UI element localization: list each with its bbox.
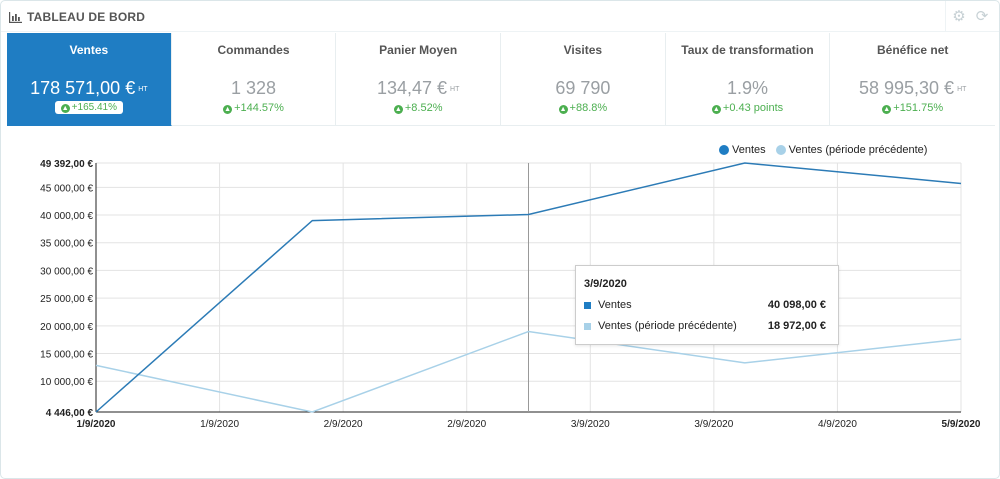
header-divider xyxy=(945,1,946,32)
panel-title-text: TABLEAU DE BORD xyxy=(27,10,146,24)
y-tick-label: 4 446,00 € xyxy=(46,408,94,419)
y-tick-label: 45 000,00 € xyxy=(40,183,93,194)
legend-item-ventes[interactable]: Ventes xyxy=(719,144,766,156)
arrow-up-icon: ▲ xyxy=(393,105,403,114)
y-tick-label: 40 000,00 € xyxy=(40,211,93,222)
kpi-label: Panier Moyen xyxy=(379,43,458,57)
chart-legend: Ventes Ventes (période précédente) xyxy=(719,144,927,156)
arrow-up-icon: ▲ xyxy=(558,105,568,114)
y-tick-label: 25 000,00 € xyxy=(40,294,93,305)
refresh-button[interactable]: ⟳ xyxy=(971,5,993,27)
tooltip-title: 3/9/2020 xyxy=(584,278,627,290)
x-tick-label: 5/9/2020 xyxy=(942,419,981,430)
tooltip-row: Ventes 40 098,00 € xyxy=(584,299,826,311)
tooltip-series-name: Ventes xyxy=(598,299,632,311)
kpi-delta: ▲ +88.8% xyxy=(558,102,608,114)
x-tick-label: 3/9/2020 xyxy=(571,419,610,430)
panel-header: TABLEAU DE BORD ⚙ ⟳ xyxy=(1,1,999,32)
kpi-tab-ventes[interactable]: Ventes 178 571,00 € HT ▲ +165.41% xyxy=(7,33,172,126)
gear-icon: ⚙ xyxy=(952,8,966,25)
x-tick-label: 3/9/2020 xyxy=(694,419,733,430)
legend-swatch xyxy=(775,145,786,155)
y-tick-label: 35 000,00 € xyxy=(40,239,93,250)
kpi-value: 58 995,30 € HT xyxy=(858,78,967,98)
kpi-label: Taux de transformation xyxy=(681,43,814,57)
config-button[interactable]: ⚙ xyxy=(948,5,970,27)
x-tick-label: 4/9/2020 xyxy=(818,419,857,430)
kpi-suffix: HT xyxy=(138,85,148,93)
arrow-up-icon: ▲ xyxy=(60,104,70,113)
kpi-tab-benefice-net[interactable]: Bénéfice net 58 995,30 € HT ▲ +151.75% xyxy=(830,33,996,126)
kpi-delta: ▲ +165.41% xyxy=(7,101,171,114)
kpi-label: Ventes xyxy=(69,43,109,57)
kpi-value: 1.9% xyxy=(727,78,769,98)
legend-item-ventes-precedente[interactable]: Ventes (période précédente) xyxy=(775,144,928,156)
kpi-label: Visites xyxy=(563,43,603,57)
y-tick-label: 15 000,00 € xyxy=(40,350,93,361)
tooltip-value: 40 098,00 € xyxy=(767,299,826,311)
tooltip-series-name: Ventes (période précédente) xyxy=(598,320,737,332)
kpi-tab-panier-moyen[interactable]: Panier Moyen 134,47 € HT ▲ +8.52% xyxy=(336,33,502,126)
kpi-suffix: HT xyxy=(957,85,967,93)
arrow-up-icon: ▲ xyxy=(882,105,892,114)
kpi-delta: ▲ +144.57% xyxy=(223,102,284,114)
kpi-value: 69 790 xyxy=(555,78,611,98)
x-tick-label: 1/9/2020 xyxy=(200,419,239,430)
kpi-delta: ▲ +8.52% xyxy=(393,102,443,114)
tooltip-value: 18 972,00 € xyxy=(767,320,826,332)
kpi-tab-commandes[interactable]: Commandes 1 328 ▲ +144.57% xyxy=(171,33,337,126)
y-tick-label: 20 000,00 € xyxy=(40,322,93,333)
kpi-tab-taux-transformation[interactable]: Taux de transformation 1.9% ▲ +0.43 point… xyxy=(665,33,831,126)
kpi-label: Bénéfice net xyxy=(877,43,949,57)
kpi-label: Commandes xyxy=(217,43,290,57)
arrow-up-icon: ▲ xyxy=(223,105,233,114)
legend-label: Ventes (période précédente) xyxy=(788,144,928,156)
chart-tooltip: 3/9/2020 Ventes 40 098,00 € Ventes (péri… xyxy=(575,265,839,345)
tooltip-row: Ventes (période précédente) 18 972,00 € xyxy=(584,320,826,332)
refresh-icon: ⟳ xyxy=(975,8,989,25)
y-tick-label: 49 392,00 € xyxy=(40,159,93,170)
x-tick-label: 2/9/2020 xyxy=(324,419,363,430)
tooltip-swatch xyxy=(584,322,591,330)
panel-title: TABLEAU DE BORD xyxy=(9,10,145,24)
x-tick-label: 2/9/2020 xyxy=(447,419,486,430)
tooltip-swatch xyxy=(584,301,591,309)
kpi-value: 1 328 xyxy=(230,78,277,98)
kpi-suffix: HT xyxy=(450,85,460,93)
arrow-up-icon: ▲ xyxy=(711,105,721,114)
kpi-value: 178 571,00 € HT xyxy=(30,78,148,98)
kpi-row: Ventes 178 571,00 € HT ▲ +165.41% Commande… xyxy=(7,33,996,126)
x-tick-label: 1/9/2020 xyxy=(77,419,116,430)
kpi-value: 134,47 € HT xyxy=(376,78,460,98)
kpi-tab-visites[interactable]: Visites 69 790 ▲ +88.8% xyxy=(501,33,666,126)
legend-label: Ventes xyxy=(732,144,766,156)
bar-chart-icon xyxy=(9,11,22,23)
y-tick-label: 10 000,00 € xyxy=(40,377,93,388)
kpi-delta: ▲ +151.75% xyxy=(882,102,944,114)
legend-swatch xyxy=(719,145,729,155)
kpi-delta: ▲ +0.43 points xyxy=(711,102,784,114)
y-tick-label: 30 000,00 € xyxy=(40,266,93,277)
